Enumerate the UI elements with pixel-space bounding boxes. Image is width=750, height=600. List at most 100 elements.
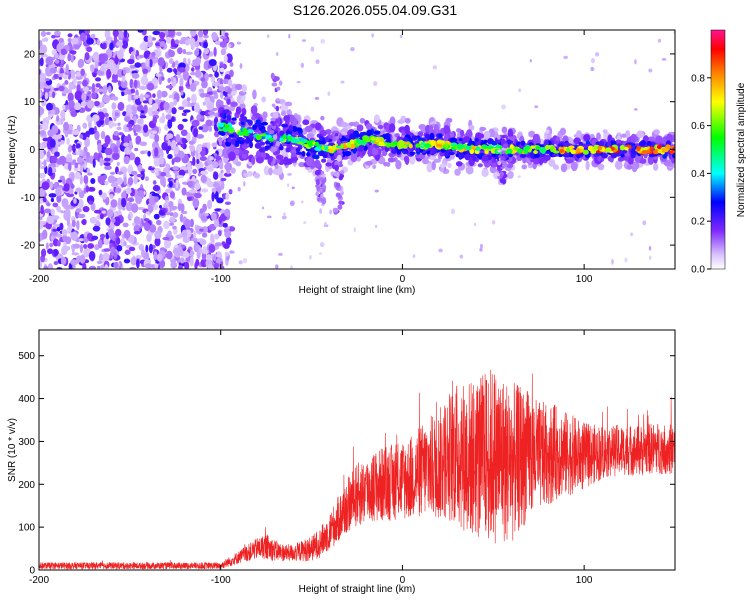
spectrogram-cell	[636, 130, 644, 139]
spectrogram-cell	[212, 171, 219, 180]
spectrogram-cell	[123, 241, 127, 247]
spectrogram-cell	[523, 150, 529, 154]
spectrogram-cell	[276, 86, 281, 91]
y-tick-label: 0	[29, 566, 35, 577]
spectrogram-cell	[151, 110, 160, 115]
spectrogram-cell	[200, 124, 209, 133]
spectrogram-cell	[332, 207, 339, 213]
spectrogram-cell	[86, 167, 91, 174]
spectrogram-cell	[41, 181, 50, 190]
spectrogram-cell	[246, 171, 254, 177]
spectrogram-heatmap	[39, 30, 675, 269]
spectrogram-cell	[192, 156, 196, 167]
spectrogram-cell	[339, 133, 343, 139]
spectrogram-cell	[125, 187, 132, 195]
spectrogram-cell	[335, 136, 340, 140]
spectrogram-cell	[201, 188, 209, 193]
spectrogram-cell	[543, 154, 551, 161]
spectrogram-cell	[220, 209, 226, 214]
spectrogram-cell	[158, 204, 163, 209]
spectrogram-cell	[266, 215, 272, 219]
spectrogram-cell	[314, 96, 320, 100]
spectrogram-cell	[320, 115, 325, 121]
spectrogram-cell	[39, 106, 45, 116]
spectrogram-cell	[210, 212, 217, 221]
spectrogram-cell	[289, 200, 295, 207]
spectrogram-cell	[251, 115, 256, 121]
spectrogram-cell	[270, 72, 275, 80]
spectrogram-cell	[173, 146, 180, 152]
spectrogram-cell	[557, 143, 563, 147]
spectrogram-cell	[45, 67, 50, 74]
spectrogram-cell	[101, 192, 107, 200]
spectrogram-cell	[278, 252, 283, 256]
spectrogram-cell	[170, 205, 178, 210]
spectrogram-cell	[220, 177, 227, 182]
snr-y-label: SNR (10 * v/v)	[7, 418, 18, 482]
spectrogram-cell	[195, 149, 199, 159]
spectrogram-cell	[60, 48, 67, 56]
spectrogram-cell	[404, 155, 410, 166]
spectrogram-cell	[411, 135, 418, 141]
spectrogram-cell	[648, 68, 653, 73]
spectrogram-cell	[270, 146, 276, 153]
spectrogram-cell	[377, 156, 386, 165]
spectrogram-cell	[269, 129, 275, 135]
spectrogram-cell	[594, 52, 600, 57]
spectrogram-cell	[77, 213, 86, 219]
spectrogram-cell	[178, 66, 186, 73]
spectrogram-cell	[163, 238, 172, 249]
spectrogram-cell	[223, 54, 228, 63]
spectrogram-cell	[501, 160, 507, 165]
spectrogram-cell	[39, 160, 42, 169]
spectrogram-cell	[71, 129, 80, 136]
spectrogram-cell	[51, 231, 59, 236]
spectrogram-cell	[215, 155, 222, 161]
spectrogram-cell	[502, 143, 508, 148]
spectrogram-cell	[553, 150, 560, 154]
spectrogram-cell	[459, 254, 464, 259]
x-tick-label: 100	[576, 274, 593, 285]
spectrogram-cell	[444, 142, 449, 149]
spectrogram-cell	[39, 151, 45, 160]
spectrogram-cell	[99, 101, 105, 108]
spectrogram-cell	[110, 199, 118, 208]
spectrogram-cell	[100, 131, 106, 140]
spectrogram-cell	[438, 248, 443, 253]
spectrogram-cell	[228, 188, 233, 195]
spectrogram-cell	[67, 53, 72, 62]
x-tick-label: -200	[29, 575, 49, 586]
spectrogram-cell	[88, 127, 96, 135]
spectrogram-cell	[142, 68, 149, 74]
spectrogram-cell	[301, 150, 306, 157]
spectrogram-cell	[168, 101, 175, 109]
spectrogram-cell	[119, 32, 124, 38]
spectrogram-cell	[216, 197, 224, 204]
spectrogram-cell	[76, 71, 81, 77]
spectrogram-cell	[395, 159, 402, 170]
spectrogram-cell	[137, 30, 144, 33]
spectrogram-cell	[136, 118, 144, 125]
spectrogram-cell	[203, 41, 208, 49]
spectrogram-cell	[458, 137, 464, 142]
spectrogram-cell	[134, 94, 139, 100]
spectrogram-cell	[520, 140, 526, 146]
spectrogram-cell	[214, 191, 219, 200]
spectrogram-cell	[285, 119, 290, 126]
spectrogram-cell	[39, 81, 44, 90]
spectrogram-cell	[93, 125, 97, 134]
spectrogram-cell	[55, 187, 62, 197]
spectrogram-cell	[63, 121, 69, 132]
spectrogram-cell	[320, 140, 326, 145]
spectrogram-cell	[144, 176, 149, 182]
spectrogram-cell	[497, 161, 502, 166]
spectrogram-cell	[89, 155, 94, 165]
spectrogram-cell	[227, 138, 232, 143]
spectrogram-cell	[43, 266, 49, 269]
spectrogram-cell	[58, 85, 65, 92]
spectrogram-cell	[177, 123, 184, 131]
spectrogram-cell	[39, 199, 44, 204]
spectrogram-cell	[227, 44, 232, 48]
spectrogram-cell	[218, 148, 223, 157]
